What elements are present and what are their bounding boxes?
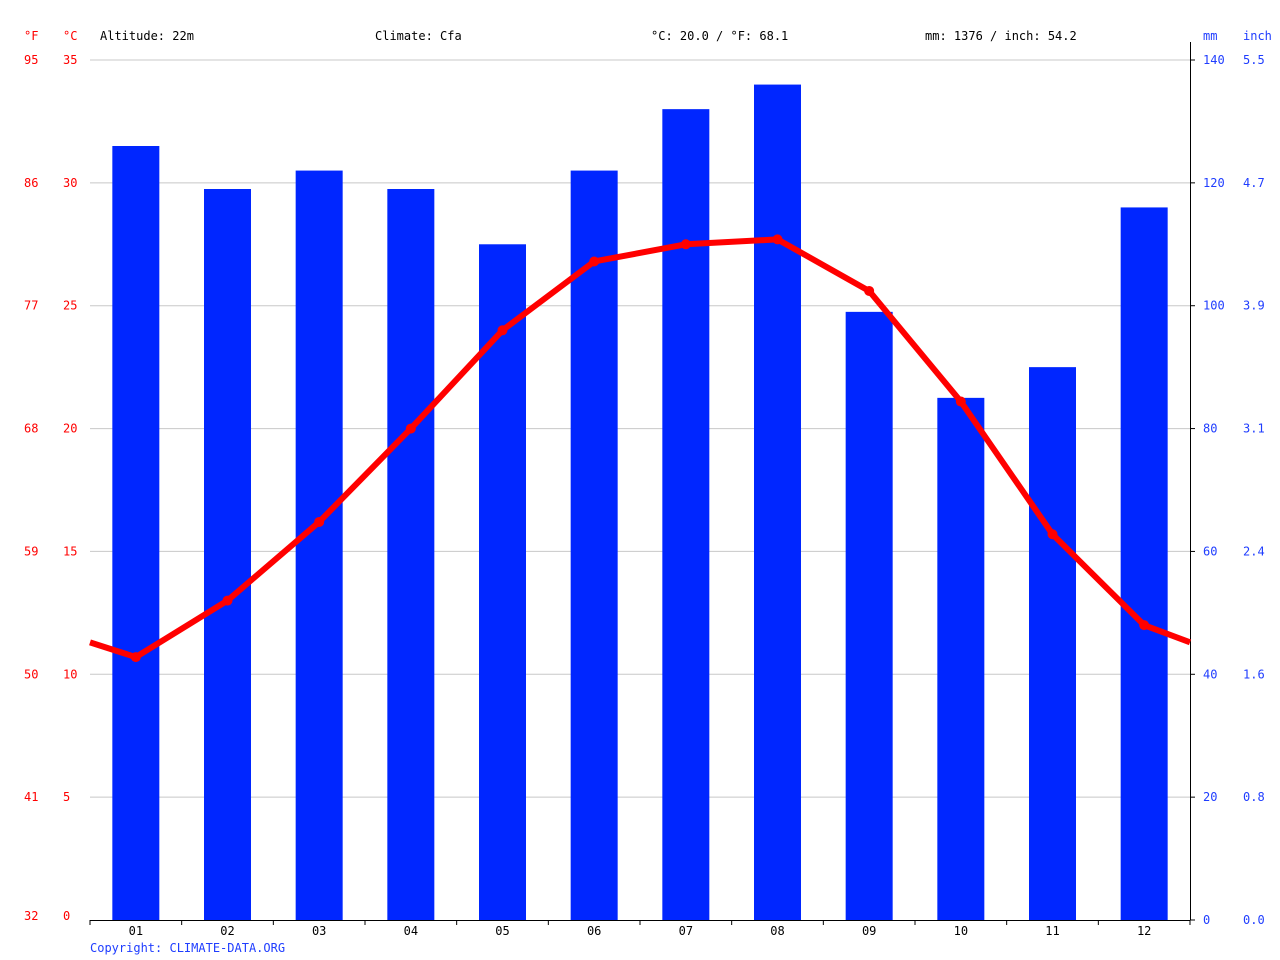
mm-unit-label: mm [1203, 29, 1217, 43]
precipitation-bar [570, 170, 618, 921]
celsius-tick-label: 35 [63, 53, 77, 67]
fahrenheit-tick-label: 95 [24, 53, 38, 67]
temperature-line [89, 234, 1192, 663]
axes [89, 42, 1195, 925]
month-tick-label: 04 [404, 924, 418, 938]
precipitation-bar [112, 146, 160, 920]
celsius-tick-label: 15 [63, 544, 77, 558]
month-tick-label: 10 [954, 924, 968, 938]
inch-unit-label: inch [1243, 29, 1272, 43]
temperature-point [955, 396, 966, 407]
inch-tick-label: 0.8 [1243, 790, 1265, 804]
precipitation-bar [845, 311, 893, 920]
fahrenheit-tick-label: 59 [24, 544, 38, 558]
climate-text: Climate: Cfa [375, 29, 462, 43]
inch-tick-label: 2.4 [1243, 544, 1265, 558]
inch-tick-label: 5.5 [1243, 53, 1265, 67]
precipitation-total-text: mm: 1376 / inch: 54.2 [925, 29, 1077, 43]
copyright-link[interactable]: Copyright: CLIMATE-DATA.ORG [90, 941, 285, 955]
temperature-point [1139, 620, 1150, 631]
inch-tick-label: 1.6 [1243, 667, 1265, 681]
month-tick-label: 06 [587, 924, 601, 938]
month-tick-label: 02 [220, 924, 234, 938]
month-tick-label: 07 [679, 924, 693, 938]
fahrenheit-tick-label: 41 [24, 790, 38, 804]
fahrenheit-unit-label: °F [24, 29, 38, 43]
temperature-point [222, 595, 233, 606]
temperature-point [130, 652, 141, 663]
month-tick-label: 09 [862, 924, 876, 938]
temperature-point [680, 239, 691, 250]
celsius-unit-label: °C [63, 29, 77, 43]
altitude-text: Altitude: 22m [100, 29, 194, 43]
fahrenheit-tick-label: 86 [24, 176, 38, 190]
precipitation-bar [1120, 207, 1168, 920]
temperature-point [864, 285, 875, 296]
temperature-point [314, 516, 325, 527]
inch-tick-label: 3.9 [1243, 299, 1265, 313]
celsius-tick-label: 20 [63, 422, 77, 436]
temperature-point [405, 423, 416, 434]
mm-tick-label: 40 [1203, 667, 1217, 681]
fahrenheit-tick-label: 68 [24, 422, 38, 436]
inch-tick-label: 4.7 [1243, 176, 1265, 190]
inch-tick-label: 3.1 [1243, 422, 1265, 436]
temperature-point [1047, 529, 1058, 540]
precipitation-bar [1029, 367, 1076, 921]
month-tick-label: 05 [495, 924, 509, 938]
tick-labels: 32 0 41 5 50 10 59 15 68 20 77 25 86 30 95 35 0 0.0 20 0.8 4… [24, 53, 1265, 938]
mm-tick-label: 140 [1203, 53, 1225, 67]
precipitation-bar [754, 84, 801, 921]
precipitation-bar [937, 397, 985, 920]
fahrenheit-tick-label: 50 [24, 667, 38, 681]
precipitation-bar [662, 109, 710, 920]
grid-lines [90, 59, 1190, 798]
mm-tick-label: 100 [1203, 299, 1225, 313]
celsius-tick-label: 0 [63, 909, 70, 923]
month-tick-label: 08 [770, 924, 784, 938]
month-tick-label: 11 [1045, 924, 1059, 938]
celsius-tick-label: 25 [63, 299, 77, 313]
precipitation-bar [387, 189, 435, 920]
celsius-tick-label: 5 [63, 790, 70, 804]
inch-tick-label: 0.0 [1243, 913, 1265, 927]
mm-tick-label: 60 [1203, 544, 1217, 558]
temperature-point [497, 325, 508, 336]
precipitation-bar [295, 170, 343, 921]
precipitation-bar [479, 244, 526, 921]
temperature-series-line [89, 236, 1192, 661]
mm-tick-label: 120 [1203, 176, 1225, 190]
temperature-point [772, 234, 783, 245]
fahrenheit-tick-label: 77 [24, 299, 38, 313]
month-tick-label: 12 [1137, 924, 1151, 938]
month-tick-label: 03 [312, 924, 326, 938]
month-tick-label: 01 [129, 924, 143, 938]
mm-tick-label: 0 [1203, 913, 1210, 927]
precipitation-bars [112, 84, 1168, 921]
mm-tick-label: 80 [1203, 422, 1217, 436]
celsius-tick-label: 30 [63, 176, 77, 190]
fahrenheit-tick-label: 32 [24, 909, 38, 923]
precipitation-bar [204, 189, 251, 920]
temperature-point [589, 256, 600, 267]
average-temperature-text: °C: 20.0 / °F: 68.1 [651, 29, 788, 43]
celsius-tick-label: 10 [63, 667, 77, 681]
mm-tick-label: 20 [1203, 790, 1217, 804]
